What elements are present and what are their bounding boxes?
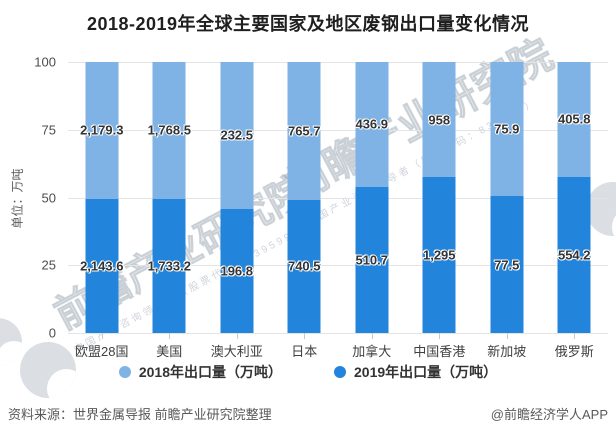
x-axis-labels: 欧盟28国 美国 澳大利亚 日本 加拿大 中国香港 新加坡 俄罗斯 (68, 341, 608, 360)
stacked-bar (422, 62, 456, 333)
data-label-2018: 765.7 (287, 123, 321, 139)
legend-item: 2018年出口量（万吨） (118, 362, 282, 382)
bar-segment-2018 (85, 62, 119, 199)
legend-dot-icon (118, 366, 131, 378)
legend-label: 2019年出口量（万吨） (354, 364, 498, 380)
bar-segment-2019 (85, 198, 119, 333)
bar-segment-2019 (557, 176, 591, 333)
stacked-bar (220, 62, 254, 333)
stacked-bar (287, 62, 321, 333)
x-axis-tick (304, 333, 306, 339)
stacked-bar (152, 62, 186, 333)
x-axis-category-label: 日本 (291, 344, 318, 359)
chart-title: 2018-2019年全球主要国家及地区废钢出口量变化情况 (86, 14, 530, 34)
x-axis-category-label: 中国香港 (413, 344, 466, 359)
bar-slot: 765.7 740.5 (271, 62, 339, 339)
plot-area: 2,179.3 2,143.6 1,768.5 1,733.2 232.5 196.8 76… (68, 62, 609, 339)
bar-segment-2018 (490, 62, 524, 197)
gridline (68, 333, 608, 334)
y-tick-label: 75 (41, 122, 56, 138)
data-label-2018: 1,768.5 (147, 122, 191, 138)
x-axis-category-label: 澳大利亚 (210, 344, 263, 359)
y-axis-ticks: 100 75 50 25 0 (0, 55, 62, 341)
x-axis-category-label: 加拿大 (352, 344, 392, 359)
bar-slot: 232.5 196.8 (203, 62, 271, 339)
data-label-2019: 554.2 (557, 247, 591, 263)
y-tick-label: 25 (41, 257, 56, 273)
stacked-bar (557, 62, 591, 333)
bar-segment-2018 (355, 62, 389, 187)
footer: 资料来源：世界金属导报 前瞻产业研究院整理 @前瞻经济学人APP (8, 404, 608, 423)
legend-item: 2019年出口量（万吨） (334, 362, 497, 382)
bar-segment-2019 (287, 199, 321, 333)
credit-text: @前瞻经济学人APP (490, 407, 608, 422)
bar-slot: 75.9 77.5 (473, 62, 541, 339)
bar-segment-2019 (490, 196, 524, 333)
y-tick-label: 50 (41, 190, 56, 205)
bar-slot: 405.8 554.2 (541, 62, 609, 339)
data-label-2019: 510.7 (355, 252, 389, 268)
stacked-bar (85, 62, 119, 333)
bar-segment-2019 (355, 186, 389, 333)
x-axis-tick (101, 333, 103, 339)
x-axis-category-label: 美国 (156, 344, 183, 359)
bar-segment-2019 (152, 198, 186, 333)
legend-label: 2018年出口量（万吨） (138, 364, 282, 380)
data-label-2019: 1,295 (422, 247, 456, 263)
data-label-2019: 2,143.6 (80, 258, 124, 274)
x-axis-tick (236, 333, 238, 339)
gridline (68, 62, 608, 63)
stacked-bar (490, 62, 524, 333)
bar-segment-2018 (557, 62, 591, 177)
legend-dot-icon (334, 366, 346, 378)
data-label-2019: 196.8 (220, 263, 254, 279)
data-label-2019: 1,733.2 (147, 258, 191, 274)
x-axis-tick (169, 333, 171, 339)
legend: 2018年出口量（万吨） 2019年出口量（万吨） (0, 362, 616, 382)
x-axis-tick (506, 333, 508, 339)
data-label-2018: 405.8 (557, 111, 591, 127)
x-axis-tick (439, 333, 441, 339)
x-axis-category-label: 俄罗斯 (554, 344, 594, 359)
x-axis-tick (574, 333, 576, 339)
y-tick-label: 100 (34, 54, 56, 70)
data-label-2018: 436.9 (355, 116, 389, 132)
y-tick-label: 0 (48, 325, 56, 341)
gridline (68, 197, 608, 199)
data-label-2018: 958 (428, 112, 451, 128)
bar-slot: 2,179.3 2,143.6 (68, 62, 136, 339)
data-label-2019: 77.5 (494, 257, 520, 273)
bar-segment-2018 (152, 62, 186, 199)
x-axis-category-label: 欧盟28国 (75, 344, 129, 359)
bar-slot: 958 1,295 (406, 62, 474, 339)
data-label-2019: 740.5 (287, 258, 321, 274)
source-text: 资料来源：世界金属导报 前瞻产业研究院整理 (8, 407, 272, 422)
bar-segment-2019 (422, 177, 456, 333)
x-axis-category-label: 新加坡 (487, 344, 527, 359)
data-label-2018: 232.5 (220, 127, 254, 143)
stacked-bar (355, 62, 389, 333)
bar-segment-2018 (220, 62, 254, 209)
data-label-2018: 75.9 (494, 121, 520, 137)
x-axis-tick (371, 333, 373, 339)
data-label-2018: 2,179.3 (80, 122, 124, 138)
gridline (68, 265, 608, 267)
bar-slot: 436.9 510.7 (338, 62, 406, 339)
bar-slot: 1,768.5 1,733.2 (136, 62, 204, 339)
bar-segment-2018 (287, 62, 321, 200)
bar-segment-2019 (220, 208, 254, 333)
gridline (68, 129, 608, 131)
bar-segment-2018 (422, 62, 456, 178)
